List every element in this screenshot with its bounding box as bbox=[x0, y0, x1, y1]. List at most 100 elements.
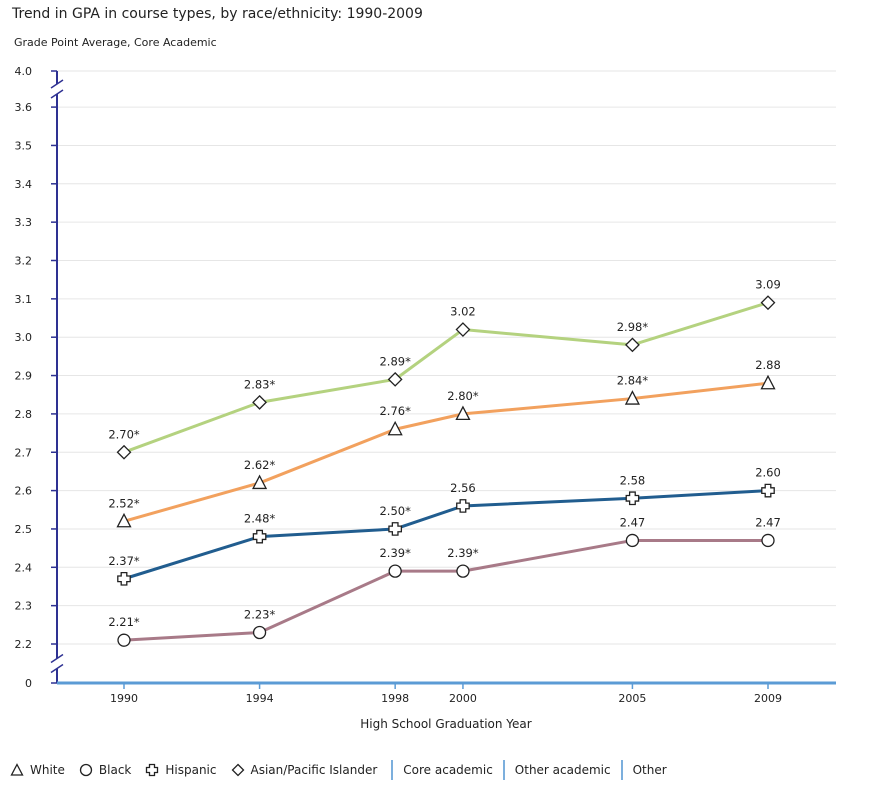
series-asian-pacific-islander: 2.70* 2.83* 2.89* 3.02 2.98* 3.09 bbox=[108, 278, 781, 460]
x-axis-title: High School Graduation Year bbox=[360, 717, 531, 731]
data-point bbox=[625, 491, 640, 506]
legend-item-black[interactable]: Black bbox=[79, 763, 131, 777]
data-point bbox=[387, 420, 403, 436]
legend-divider bbox=[502, 760, 505, 780]
y-tick-label: 2.3 bbox=[15, 600, 33, 613]
data-label: 2.83* bbox=[244, 377, 276, 391]
data-label: 3.09 bbox=[755, 278, 781, 292]
series-line bbox=[123, 301, 769, 454]
line-chart: 0 2.2 2.3 2.4 2.5 2.6 2.7 2.8 2.9 3.0 3.1 3.2 3.3 3.4… bbox=[15, 65, 836, 731]
legend: White Black Hispanic Asian/Pacific Islan… bbox=[10, 760, 677, 780]
data-label: 2.84* bbox=[617, 374, 649, 388]
diamond-icon bbox=[231, 763, 244, 777]
cross-icon bbox=[146, 763, 159, 777]
legend-item-white[interactable]: White bbox=[10, 763, 65, 777]
data-point bbox=[625, 337, 640, 353]
y-tick-label: 3.2 bbox=[15, 255, 33, 268]
data-label: 2.62* bbox=[244, 458, 276, 472]
data-point bbox=[387, 371, 403, 387]
x-tick-label: 1990 bbox=[110, 692, 138, 705]
y-tick-label: 3.1 bbox=[15, 293, 33, 306]
y-tick-label: 3.3 bbox=[15, 216, 33, 229]
x-tick-label: 2009 bbox=[754, 692, 782, 705]
data-point bbox=[116, 444, 132, 460]
legend-item-other-academic[interactable]: Other academic bbox=[514, 763, 611, 777]
legend-item-asian-pacific-islander[interactable]: Asian/Pacific Islander bbox=[231, 763, 377, 777]
data-point bbox=[117, 633, 131, 647]
y-tick-label: 2.4 bbox=[15, 561, 33, 574]
data-label: 2.88 bbox=[755, 358, 781, 372]
x-tick-label: 1998 bbox=[381, 692, 409, 705]
data-point bbox=[388, 564, 402, 578]
legend-label: Hispanic bbox=[165, 763, 217, 777]
series-line bbox=[123, 538, 768, 642]
y-axis-title: Grade Point Average, Core Academic bbox=[14, 36, 217, 49]
x-tick-label: 1994 bbox=[246, 692, 274, 705]
data-point bbox=[456, 499, 470, 513]
data-label: 2.37* bbox=[108, 554, 140, 568]
y-tick-label: 2.7 bbox=[15, 446, 33, 459]
data-label: 3.02 bbox=[450, 305, 476, 319]
series-hispanic: 2.37* 2.48* 2.50* 2.56 2.58 2.60 bbox=[108, 466, 781, 586]
y-tick-label: 4.0 bbox=[15, 65, 33, 78]
data-label: 2.39* bbox=[447, 546, 479, 560]
data-label: 2.58 bbox=[620, 473, 646, 487]
data-point bbox=[455, 405, 471, 421]
y-tick-label: 2.6 bbox=[15, 485, 33, 498]
axis-break-mark bbox=[50, 89, 64, 99]
data-label: 2.50* bbox=[379, 504, 411, 518]
data-point bbox=[455, 322, 471, 337]
data-label: 2.47 bbox=[755, 515, 781, 529]
data-label: 2.23* bbox=[244, 607, 276, 621]
data-label: 2.56 bbox=[450, 481, 476, 495]
series-line bbox=[123, 381, 769, 523]
data-point bbox=[760, 374, 776, 390]
data-label: 2.70* bbox=[108, 427, 140, 441]
y-tick-label: 3.4 bbox=[15, 178, 33, 191]
axis-break-gap bbox=[51, 658, 63, 669]
y-tick-label: 3.5 bbox=[15, 139, 33, 152]
series-line bbox=[123, 489, 769, 581]
data-label: 2.89* bbox=[379, 354, 411, 368]
y-tick-label: 2.9 bbox=[15, 370, 33, 383]
x-tick-label: 2000 bbox=[449, 692, 477, 705]
legend-label: White bbox=[30, 763, 65, 777]
axis-break-mark bbox=[50, 663, 64, 674]
y-tick-label: 3.6 bbox=[15, 101, 33, 114]
y-tick-label: 2.2 bbox=[15, 638, 33, 651]
y-tick-label: 2.8 bbox=[15, 408, 33, 421]
data-point bbox=[761, 533, 775, 548]
data-point bbox=[456, 564, 470, 578]
data-label: 2.98* bbox=[617, 320, 649, 334]
x-tick-label: 2005 bbox=[618, 692, 646, 705]
data-point bbox=[252, 625, 267, 640]
data-point bbox=[624, 390, 640, 405]
legend-divider bbox=[391, 760, 394, 780]
legend-item-hispanic[interactable]: Hispanic bbox=[145, 763, 217, 777]
circle-icon bbox=[79, 763, 93, 777]
y-tick-label: 0 bbox=[25, 677, 32, 690]
series-white: 2.52* 2.62* 2.76* 2.80* 2.84* 2.88 bbox=[108, 358, 781, 528]
legend-divider bbox=[620, 760, 623, 780]
data-label: 2.21* bbox=[108, 615, 140, 629]
data-point bbox=[252, 474, 268, 490]
data-point bbox=[117, 571, 131, 586]
data-label: 2.80* bbox=[447, 389, 479, 403]
data-point bbox=[388, 522, 403, 536]
axis-break-mark bbox=[50, 79, 64, 89]
data-point bbox=[252, 529, 267, 544]
data-point bbox=[116, 512, 132, 528]
legend-item-other[interactable]: Other bbox=[632, 763, 667, 777]
data-label: 2.76* bbox=[379, 404, 411, 418]
data-label: 2.48* bbox=[244, 512, 276, 526]
data-label: 2.47 bbox=[620, 515, 646, 529]
data-label: 2.39* bbox=[379, 546, 411, 560]
data-label: 2.52* bbox=[108, 496, 140, 510]
data-label: 2.60 bbox=[755, 466, 781, 480]
axis-break-gap bbox=[51, 84, 63, 95]
legend-item-core-academic[interactable]: Core academic bbox=[403, 763, 493, 777]
chart-title: Trend in GPA in course types, by race/et… bbox=[12, 6, 423, 22]
legend-label: Black bbox=[98, 763, 132, 777]
triangle-icon bbox=[10, 763, 24, 776]
y-tick-label: 2.5 bbox=[15, 523, 33, 536]
